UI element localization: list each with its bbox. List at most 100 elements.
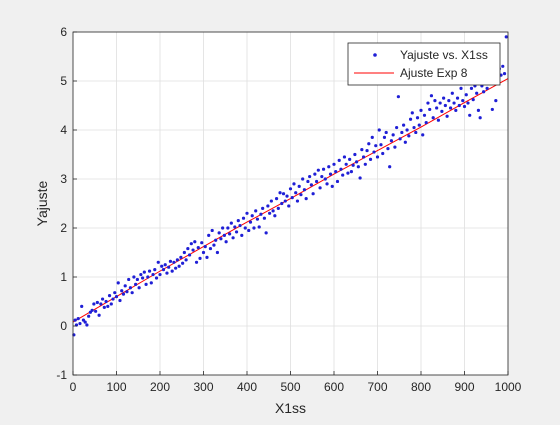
ticks: 0 100 200 300 400 500 600 700 800 900 1000-1012345… xyxy=(56,25,521,394)
data-point xyxy=(346,171,350,175)
data-point xyxy=(165,271,169,275)
data-point xyxy=(187,253,192,257)
data-point xyxy=(504,35,508,39)
data-point xyxy=(457,103,461,108)
data-point xyxy=(485,86,489,90)
data-point xyxy=(264,231,268,235)
data-point xyxy=(224,240,228,244)
data-point xyxy=(368,157,373,161)
data-point xyxy=(134,282,138,286)
data-point xyxy=(341,173,345,177)
data-point xyxy=(410,111,414,115)
data-point xyxy=(290,196,294,200)
data-point xyxy=(90,308,94,312)
x-tick-label: 500 xyxy=(280,380,300,394)
legend-box xyxy=(347,42,501,86)
y-tick-label: 3 xyxy=(60,172,67,186)
data-point xyxy=(121,292,126,296)
data-point xyxy=(255,217,260,221)
data-point xyxy=(184,258,188,262)
data-point xyxy=(73,318,77,322)
data-point xyxy=(382,135,387,139)
x-tick-label: 1000 xyxy=(495,380,522,394)
data-point xyxy=(102,305,106,309)
data-point xyxy=(471,98,475,102)
data-point xyxy=(468,113,472,117)
data-point xyxy=(177,264,181,268)
data-point xyxy=(393,145,397,149)
data-point xyxy=(384,130,388,135)
data-point xyxy=(374,144,378,148)
data-point xyxy=(389,139,394,143)
data-point xyxy=(114,295,119,299)
data-point xyxy=(174,266,178,270)
data-point xyxy=(328,172,333,176)
data-point xyxy=(191,248,195,252)
data-point xyxy=(445,114,449,118)
data-point xyxy=(353,152,357,157)
data-point xyxy=(297,184,301,188)
data-point xyxy=(142,270,146,274)
data-point xyxy=(181,261,185,265)
data-point xyxy=(375,155,380,159)
data-point xyxy=(351,163,355,167)
data-point xyxy=(448,106,453,110)
data-point xyxy=(287,204,291,208)
data-point xyxy=(365,148,369,153)
data-point xyxy=(222,233,226,237)
y-tick-label: 4 xyxy=(60,123,67,137)
y-tick-label: 1 xyxy=(60,270,67,284)
data-point xyxy=(421,133,425,137)
data-point xyxy=(266,204,270,208)
data-point xyxy=(280,201,284,206)
data-point xyxy=(259,212,263,216)
data-point xyxy=(111,297,115,301)
data-point xyxy=(395,125,399,130)
data-point xyxy=(323,177,327,181)
data-point xyxy=(167,265,171,269)
data-point xyxy=(325,182,329,186)
data-point xyxy=(475,91,479,95)
fit-line xyxy=(72,78,509,323)
data-point xyxy=(254,209,258,213)
data-point xyxy=(240,233,244,237)
data-point xyxy=(109,302,113,306)
data-point xyxy=(120,289,124,293)
y-tick-label: 5 xyxy=(60,74,67,88)
data-point xyxy=(76,317,80,321)
data-point xyxy=(476,108,481,112)
data-point xyxy=(494,99,498,103)
data-point xyxy=(104,299,108,304)
data-point xyxy=(431,116,435,120)
data-point xyxy=(153,268,157,272)
x-tick-label: 700 xyxy=(367,380,387,394)
data-point xyxy=(320,174,324,179)
data-point xyxy=(163,263,167,267)
data-point xyxy=(238,223,242,228)
data-point xyxy=(97,313,101,317)
data-point xyxy=(304,197,308,201)
data-point xyxy=(92,302,96,306)
data-point xyxy=(248,220,253,224)
data-point xyxy=(424,121,428,125)
data-point xyxy=(205,255,209,259)
data-point xyxy=(435,106,439,110)
data-point xyxy=(377,128,381,132)
x-tick-label: 900 xyxy=(454,380,474,394)
data-point xyxy=(250,214,254,218)
legend-marker-points xyxy=(373,53,377,57)
data-point xyxy=(83,320,87,324)
data-point xyxy=(450,91,454,95)
data-point xyxy=(358,176,362,180)
data-point xyxy=(241,216,246,220)
data-point xyxy=(269,199,273,203)
x-axis-label: X1ss xyxy=(275,400,306,416)
data-point xyxy=(466,101,470,105)
data-point xyxy=(501,64,505,68)
data-point xyxy=(315,179,319,184)
data-point xyxy=(332,162,336,166)
data-point xyxy=(156,260,160,264)
data-point xyxy=(116,281,120,285)
data-point xyxy=(125,290,129,294)
